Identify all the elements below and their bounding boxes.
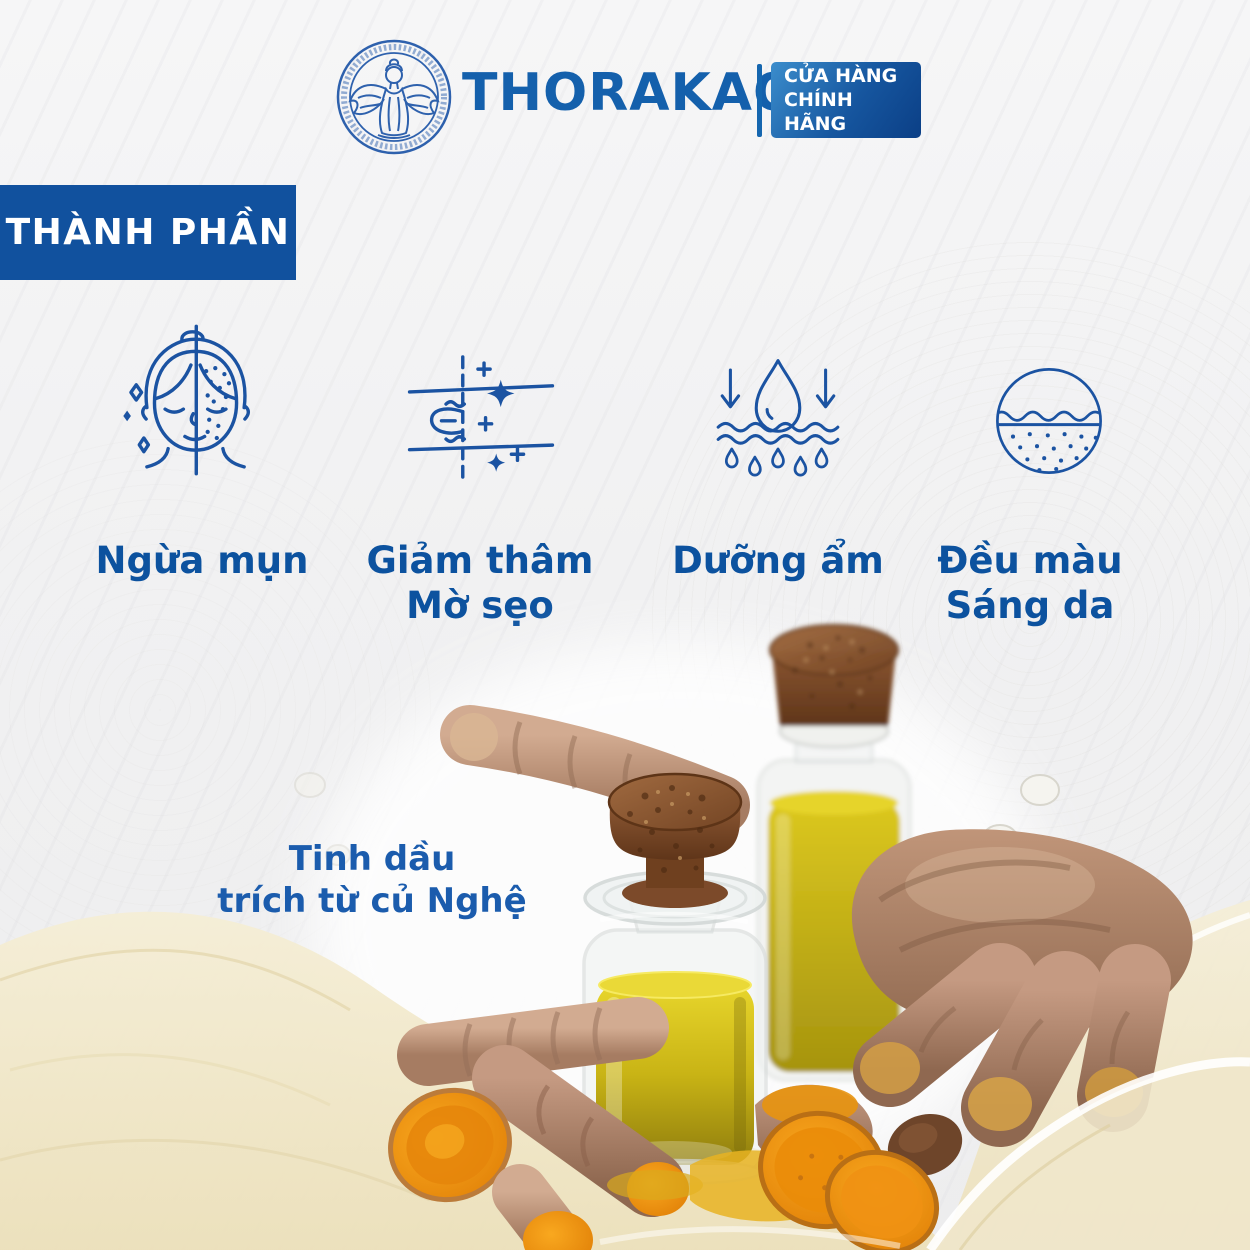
even-skin-tone-icon: [996, 368, 1102, 474]
face-acne-clear-icon: [123, 324, 251, 476]
turmeric-roots-left: [388, 997, 689, 1250]
turmeric-slices-center: [607, 1084, 963, 1250]
cork-highlights-back: [804, 640, 862, 694]
cork-speckles-back: [792, 635, 873, 709]
section-banner: THÀNH PHẦN: [0, 185, 296, 280]
turmeric-cut-disc-left: [388, 1087, 512, 1203]
brand-wordmark: THORAKAO: [462, 63, 799, 123]
oil-splash-foreground: [599, 1057, 1250, 1250]
scar-fade-icon: [407, 355, 555, 479]
badge-line-1: CỬA HÀNG: [784, 65, 898, 87]
turmeric-root-cluster-right: [851, 829, 1193, 1147]
ingredient-caption: Tinh dầu trích từ củ Nghệ: [217, 839, 527, 921]
thorakao-angel-emblem-logo: [336, 39, 452, 155]
cork-speckles-front: [627, 785, 715, 873]
moisturize-icon: [716, 359, 840, 477]
section-title: THÀNH PHẦN: [5, 212, 291, 253]
oil-bottle-back: [756, 624, 912, 1082]
benefit-label-tone: Đều màu Sáng da: [937, 539, 1123, 627]
benefit-label-scar: Giảm thâm Mờ sẹo: [366, 539, 594, 627]
acne-dots: [123, 365, 232, 441]
pigment-dots: [1010, 432, 1098, 472]
sparkles: [487, 379, 515, 472]
badge-line-2: CHÍNH HÃNG: [784, 89, 853, 135]
cork-highlights-front: [644, 790, 706, 860]
benefit-label-moisture: Dưỡng ẩm: [672, 539, 884, 582]
turmeric-oil-photo: [0, 624, 1250, 1250]
angel-figure: [348, 58, 440, 139]
small-drops: [724, 447, 829, 477]
header-divider: [757, 64, 762, 137]
official-store-badge: CỬA HÀNG CHÍNH HÃNG: [771, 62, 921, 138]
benefit-label-acne: Ngừa mụn: [95, 539, 309, 582]
